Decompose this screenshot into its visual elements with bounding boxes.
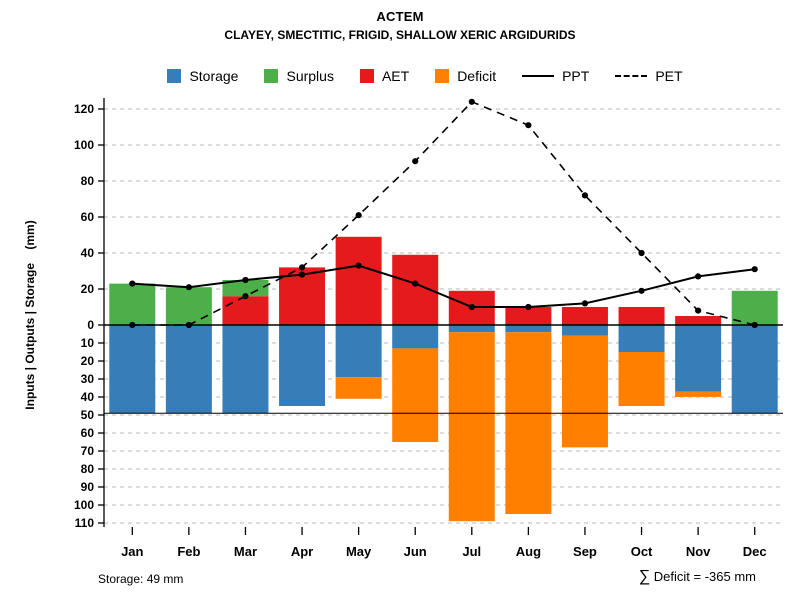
legend-label: Deficit bbox=[457, 68, 497, 84]
svg-text:70: 70 bbox=[81, 444, 95, 458]
chart-legend: Storage Surplus AET Deficit PPT PET bbox=[95, 68, 755, 84]
ppt-swatch-icon bbox=[522, 75, 555, 77]
svg-text:Dec: Dec bbox=[743, 544, 767, 559]
svg-text:Aug: Aug bbox=[516, 544, 541, 559]
svg-text:0: 0 bbox=[87, 318, 94, 332]
svg-text:80: 80 bbox=[81, 174, 95, 188]
svg-text:90: 90 bbox=[81, 480, 95, 494]
legend-item-pet: PET bbox=[615, 68, 683, 84]
svg-text:30: 30 bbox=[81, 372, 95, 386]
svg-text:May: May bbox=[346, 544, 372, 559]
svg-text:60: 60 bbox=[81, 426, 95, 440]
svg-text:20: 20 bbox=[81, 282, 95, 296]
svg-text:Nov: Nov bbox=[686, 544, 711, 559]
svg-text:100: 100 bbox=[74, 138, 94, 152]
legend-label: Storage bbox=[189, 68, 239, 84]
legend-label: Surplus bbox=[286, 68, 334, 84]
deficit-total-note: ∑ Deficit = -365 mm bbox=[639, 568, 756, 586]
storage-note: Storage: 49 mm bbox=[98, 572, 184, 586]
legend-item-deficit: Deficit bbox=[435, 68, 496, 84]
svg-text:Apr: Apr bbox=[291, 544, 313, 559]
chart-subtitle: CLAYEY, SMECTITIC, FRIGID, SHALLOW XERIC… bbox=[224, 28, 576, 42]
legend-item-ppt: PPT bbox=[522, 68, 589, 84]
svg-text:Mar: Mar bbox=[234, 544, 257, 559]
svg-text:Feb: Feb bbox=[177, 544, 200, 559]
svg-text:Jan: Jan bbox=[121, 544, 143, 559]
svg-text:110: 110 bbox=[75, 516, 95, 530]
svg-text:Jul: Jul bbox=[462, 544, 481, 559]
svg-text:80: 80 bbox=[81, 462, 95, 476]
sigma-symbol: ∑ bbox=[638, 568, 651, 585]
svg-text:10: 10 bbox=[81, 336, 95, 350]
storage-swatch-icon bbox=[167, 69, 182, 83]
chart-title: ACTEM bbox=[376, 9, 424, 24]
legend-label: AET bbox=[381, 68, 410, 84]
legend-label: PET bbox=[655, 68, 683, 84]
svg-text:60: 60 bbox=[81, 210, 95, 224]
legend-item-aet: AET bbox=[359, 68, 410, 84]
legend-item-surplus: Surplus bbox=[264, 68, 334, 84]
svg-text:20: 20 bbox=[81, 354, 95, 368]
svg-text:50: 50 bbox=[81, 408, 95, 422]
svg-text:40: 40 bbox=[81, 246, 95, 260]
aet-swatch-icon bbox=[359, 69, 374, 83]
svg-text:Jun: Jun bbox=[404, 544, 427, 559]
deficit-swatch-icon bbox=[435, 69, 450, 83]
svg-text:100: 100 bbox=[74, 498, 94, 512]
deficit-total-text: Deficit = -365 mm bbox=[650, 569, 756, 584]
legend-label: PPT bbox=[562, 68, 590, 84]
legend-item-storage: Storage bbox=[167, 68, 238, 84]
chart-header: ACTEM CLAYEY, SMECTITIC, FRIGID, SHALLOW… bbox=[0, 9, 800, 42]
svg-text:120: 120 bbox=[74, 102, 94, 116]
svg-text:40: 40 bbox=[81, 390, 95, 404]
svg-text:Oct: Oct bbox=[631, 544, 653, 559]
surplus-swatch-icon bbox=[264, 69, 279, 83]
pet-swatch-icon bbox=[615, 75, 648, 77]
svg-text:Sep: Sep bbox=[573, 544, 597, 559]
